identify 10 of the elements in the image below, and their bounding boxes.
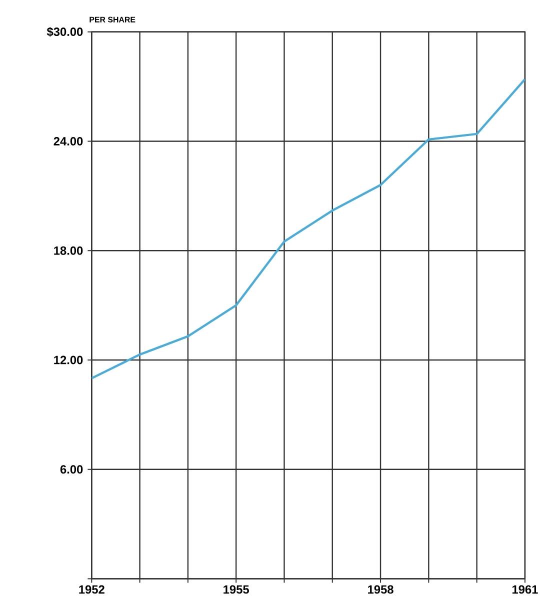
x-tick-label: 1958: [368, 585, 394, 594]
x-tick-label: 1952: [79, 585, 104, 594]
x-tick-label: 1955: [224, 585, 250, 594]
x-tick-label: 1961: [512, 585, 538, 594]
y-tick-label: 18.00: [54, 246, 83, 255]
y-tick-label: $30.00: [46, 27, 83, 37]
y-tick-label: 6.00: [60, 465, 83, 474]
y-tick-label: 24.00: [54, 137, 83, 146]
line-series: [92, 78, 526, 380]
y-tick-label: 12.00: [54, 356, 83, 364]
